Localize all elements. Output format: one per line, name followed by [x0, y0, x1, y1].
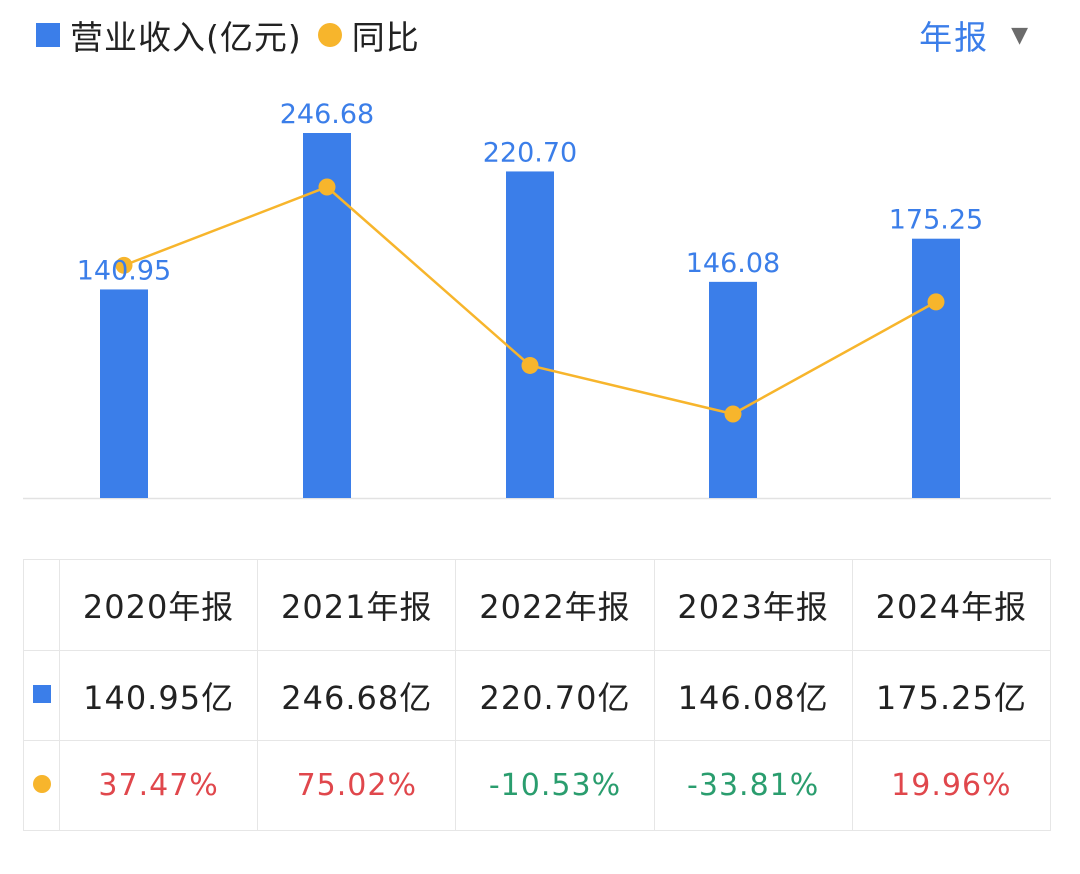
revenue-row-marker [23, 650, 60, 741]
yoy-point [115, 256, 133, 274]
table-header-cell: 2021年报 [257, 559, 457, 651]
table-corner-cell [23, 559, 60, 651]
table-header-cell: 2022年报 [455, 559, 655, 651]
period-selector[interactable]: 年报 ▼ [919, 12, 1028, 58]
table-cell: 75.02% [257, 740, 457, 831]
table-cell: 220.70亿 [455, 650, 655, 741]
revenue-value: 246.68亿 [281, 678, 433, 717]
table-cell: 140.95亿 [58, 650, 259, 741]
table-cell: 146.08亿 [653, 650, 853, 741]
revenue-legend-square-icon [36, 23, 60, 47]
year-label: 2022年报 [479, 588, 631, 626]
revenue-data-label: 175.25 [889, 205, 983, 236]
yoy-value: -33.81% [687, 768, 820, 803]
revenue-bar [912, 238, 960, 498]
table-cell: 37.47% [58, 740, 259, 831]
revenue-bar [709, 281, 757, 498]
revenue-value: 140.95亿 [83, 678, 235, 717]
yoy-legend-dot-icon [317, 23, 342, 47]
table-cell: -10.53% [455, 740, 655, 831]
yoy-point [521, 356, 539, 374]
yoy-row-marker [23, 740, 60, 831]
table-header-cell: 2023年报 [653, 559, 853, 651]
table-cell: -33.81% [653, 740, 853, 831]
yoy-value: 37.47% [98, 768, 219, 803]
revenue-legend-label: 营业收入(亿元) [70, 18, 302, 57]
data-table: 2020年报 2021年报 2022年报 2023年报 2024年报 140.9… [23, 559, 1052, 831]
chart-legend: 营业收入(亿元) 同比 [36, 12, 420, 58]
revenue-bar [506, 171, 554, 499]
yoy-point [724, 405, 742, 423]
revenue-data-label: 246.68 [280, 99, 374, 130]
revenue-data-label: 140.95 [77, 255, 171, 286]
yoy-legend-label: 同比 [351, 18, 420, 57]
revenue-data-label: 220.70 [483, 137, 577, 168]
table-cell: 246.68亿 [257, 650, 457, 741]
table-row-revenue: 140.95亿 246.68亿 220.70亿 146.08亿 175.25亿 [23, 650, 1052, 741]
year-label: 2024年报 [875, 588, 1028, 626]
yoy-value: 75.02% [296, 768, 417, 803]
table-cell: 19.96% [851, 740, 1052, 831]
yoy-point [927, 293, 945, 311]
period-selector-label[interactable]: 年报 [919, 18, 990, 57]
yoy-value: -10.53% [488, 768, 622, 803]
revenue-chart: 140.95 246.68 220.70 146.08 175.25 [23, 99, 1051, 500]
year-label: 2020年报 [82, 588, 235, 626]
dropdown-caret-icon[interactable]: ▼ [1011, 22, 1028, 48]
yoy-point [318, 178, 336, 196]
revenue-square-icon [32, 684, 51, 703]
revenue-value: 146.08亿 [677, 678, 829, 717]
revenue-bar [100, 289, 148, 498]
table-cell: 175.25亿 [851, 650, 1052, 741]
table-header-cell: 2020年报 [58, 559, 259, 651]
year-label: 2023年报 [677, 588, 829, 626]
table-header-cell: 2024年报 [851, 559, 1052, 651]
year-label: 2021年报 [281, 588, 433, 626]
yoy-dot-icon [32, 774, 51, 793]
revenue-value: 220.70亿 [479, 678, 631, 717]
table-row-yoy: 37.47% 75.02% -10.53% -33.81% 19.96% [23, 740, 1052, 831]
revenue-data-label: 146.08 [686, 248, 780, 279]
revenue-value: 175.25亿 [875, 678, 1027, 717]
table-header-row: 2020年报 2021年报 2022年报 2023年报 2024年报 [23, 559, 1052, 651]
yoy-value: 19.96% [891, 768, 1012, 803]
